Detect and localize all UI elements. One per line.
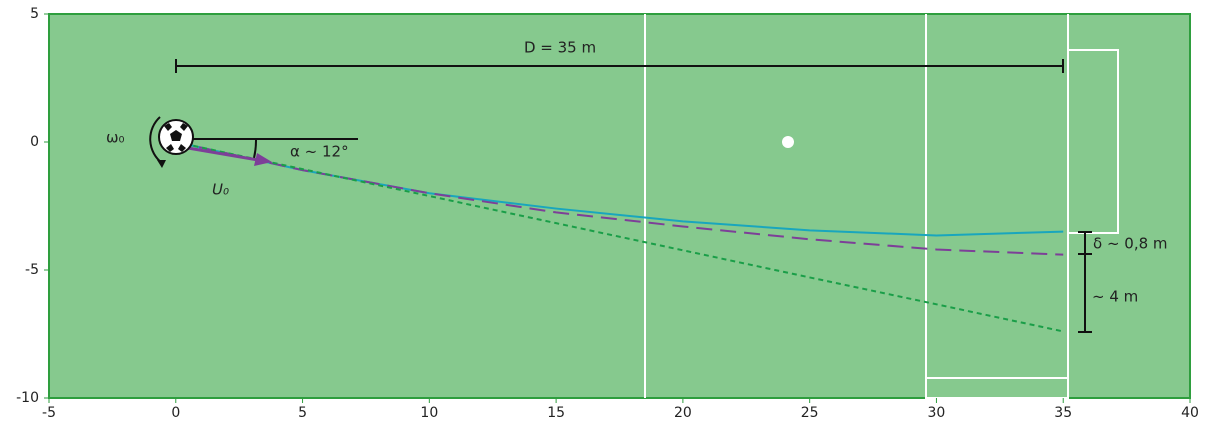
x-tick-label: 15 <box>547 405 565 421</box>
x-tick-label: 0 <box>171 405 180 421</box>
x-tick-label: 30 <box>928 405 946 421</box>
page: D = 35 m α ~ 12° ω₀ U₀ δ ~ 0,8 m ~ 4 m -… <box>0 0 1213 425</box>
plot-area <box>49 14 1190 398</box>
y-tick-label: 5 <box>30 6 39 22</box>
x-tick-label: 40 <box>1181 405 1199 421</box>
annotation: ω₀ <box>106 129 125 147</box>
chart: D = 35 m α ~ 12° ω₀ U₀ δ ~ 0,8 m ~ 4 m -… <box>0 0 1213 425</box>
annotation: D = 35 m <box>524 39 596 57</box>
x-tick-label: 10 <box>420 405 438 421</box>
x-tick-label: -5 <box>42 405 56 421</box>
annotation: U₀ <box>212 181 229 199</box>
x-tick-label: 25 <box>801 405 819 421</box>
annotation: δ ~ 0,8 m <box>1093 235 1168 253</box>
y-tick-label: -10 <box>16 390 39 406</box>
x-tick-label: 5 <box>298 405 307 421</box>
x-tick-label: 20 <box>674 405 692 421</box>
ball <box>159 120 193 154</box>
x-tick-label: 35 <box>1054 405 1072 421</box>
penalty-spot <box>782 136 794 148</box>
annotation: ~ 4 m <box>1092 288 1138 306</box>
y-tick-label: 0 <box>30 134 39 150</box>
y-tick-label: -5 <box>25 262 39 278</box>
annotation: α ~ 12° <box>290 143 349 161</box>
